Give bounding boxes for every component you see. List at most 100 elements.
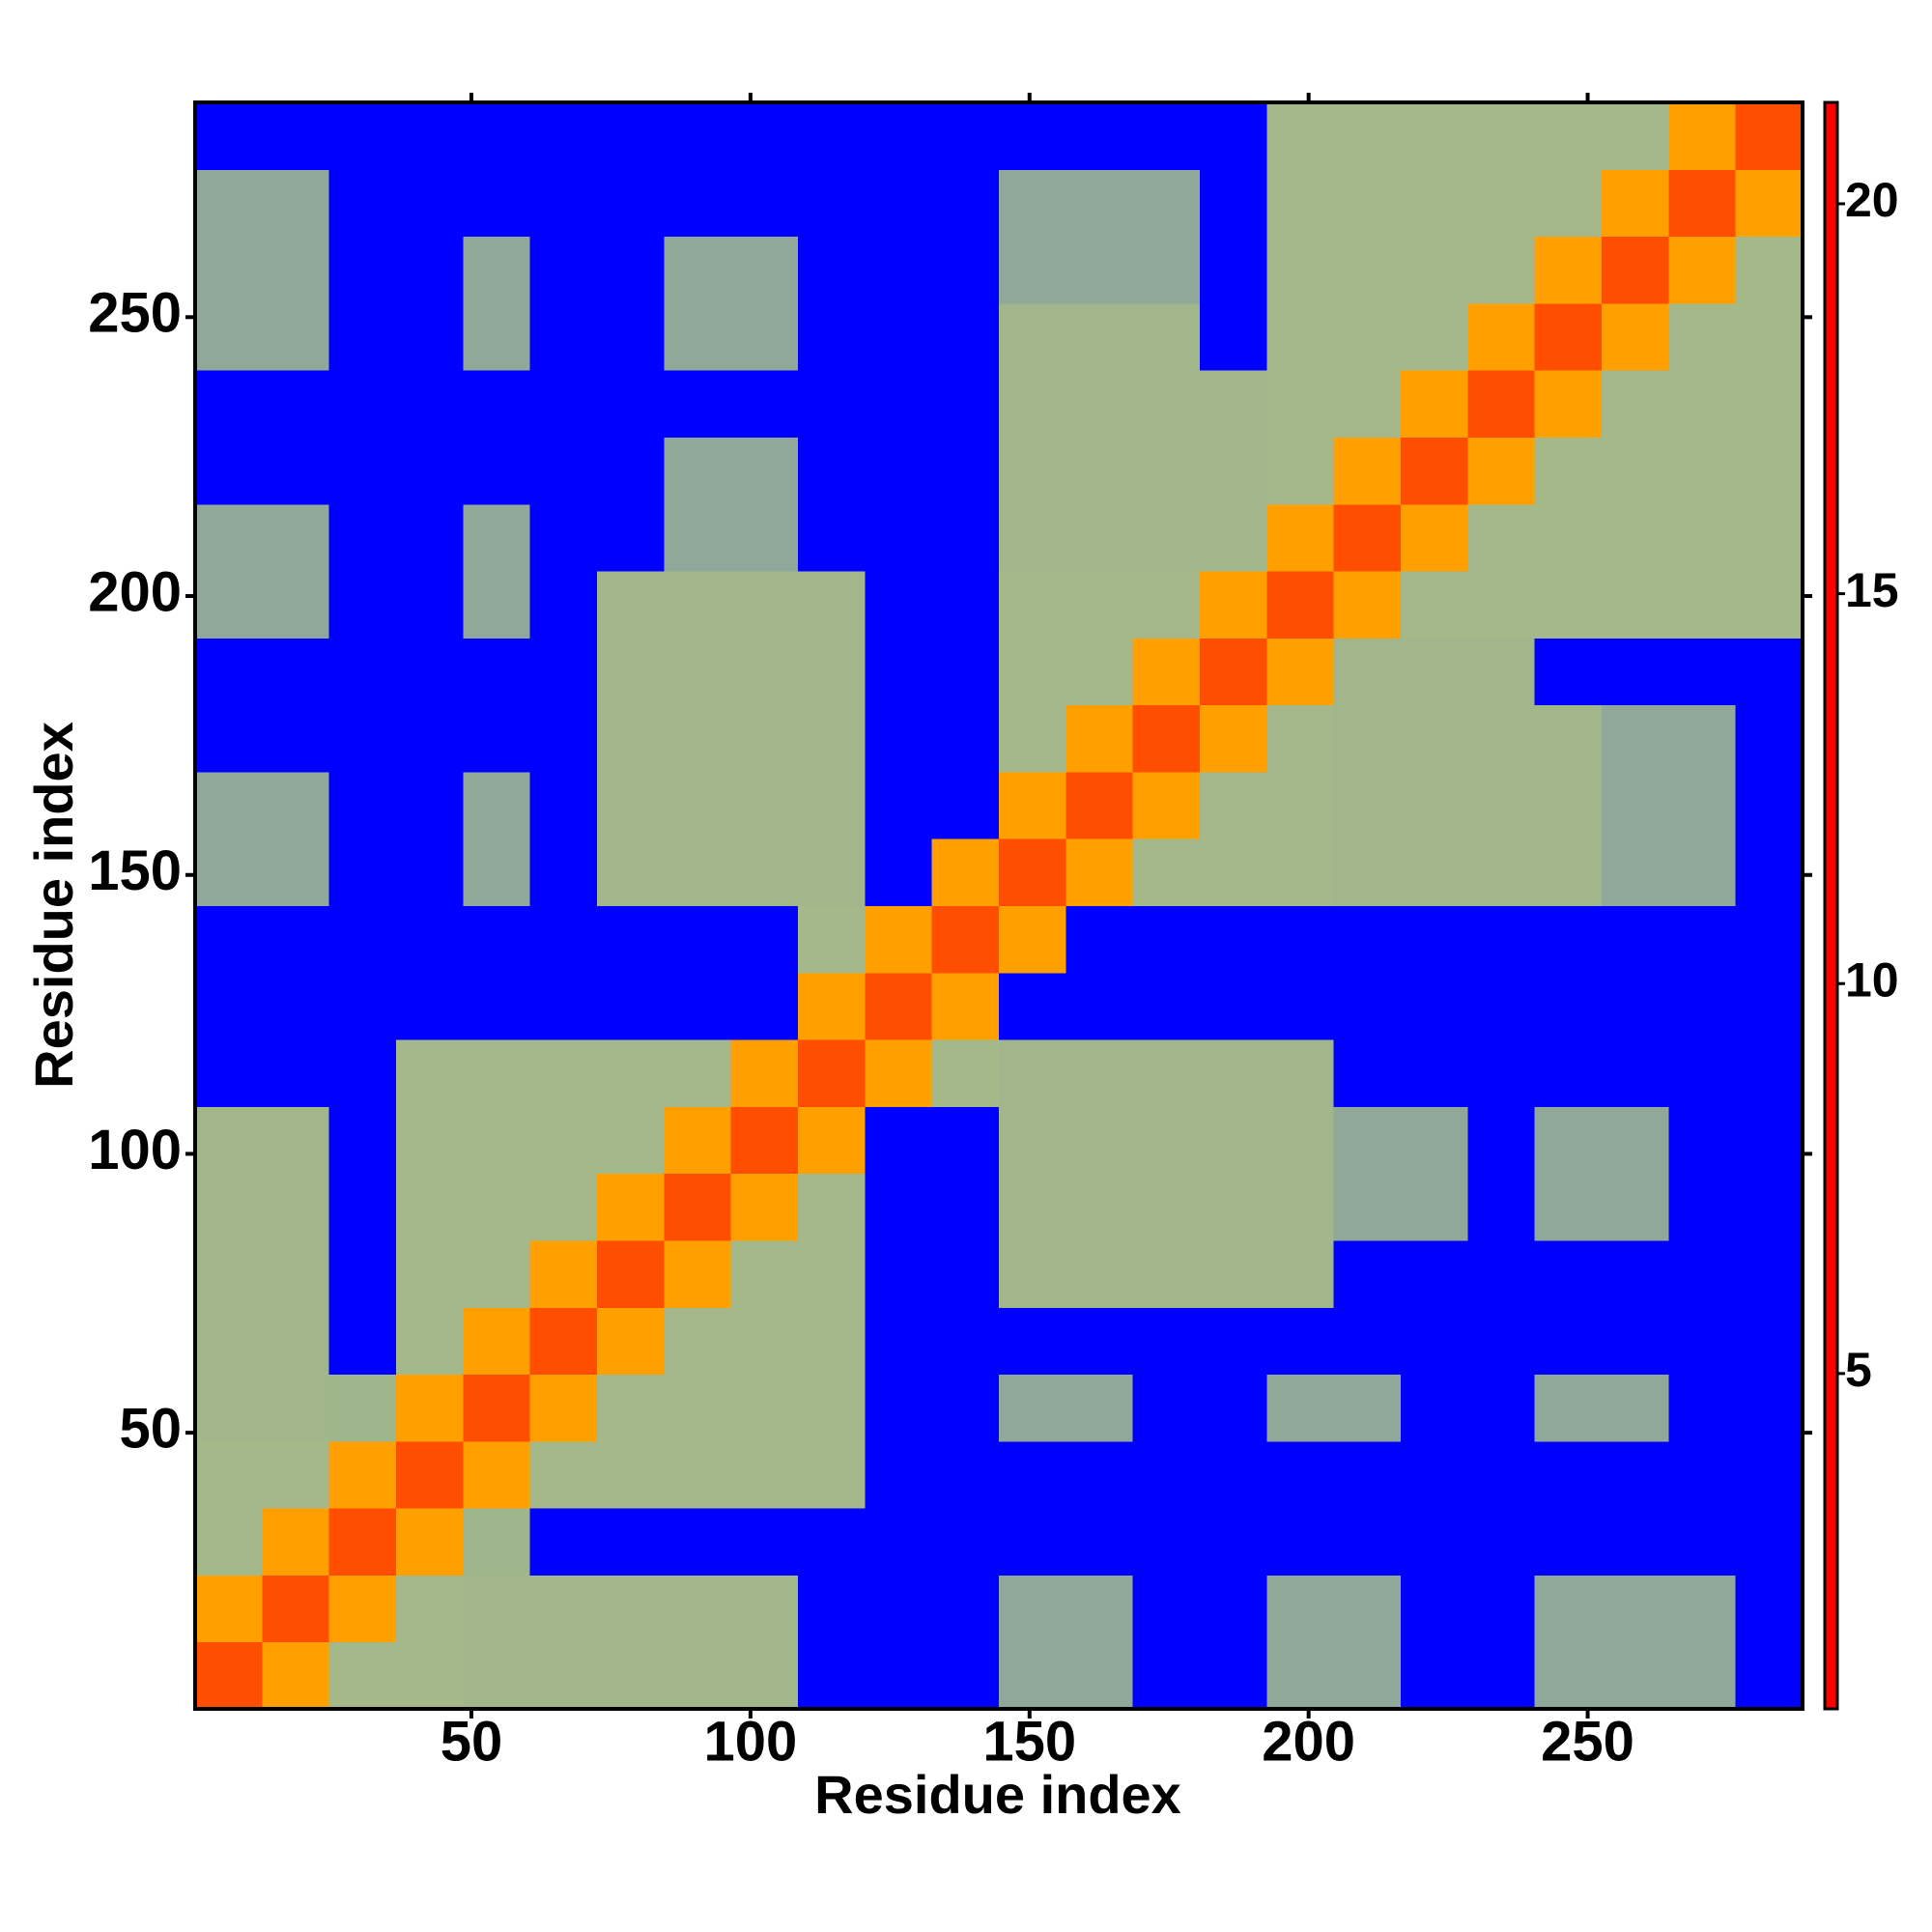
heatmap-cell	[1266, 503, 1335, 572]
heatmap-cell	[262, 704, 330, 773]
heatmap-cell	[1132, 302, 1201, 371]
heatmap-cell	[798, 302, 866, 371]
heatmap-cell	[1333, 102, 1402, 170]
heatmap-cell	[1065, 704, 1134, 773]
heatmap-cell	[597, 1239, 665, 1308]
heatmap-cell	[931, 102, 1000, 170]
heatmap-cell	[1401, 437, 1468, 505]
heatmap-cell	[1534, 1106, 1603, 1175]
heatmap-cell	[328, 1039, 397, 1107]
heatmap-cell	[798, 437, 866, 505]
heatmap-cell	[1266, 638, 1335, 706]
heatmap-cell	[396, 236, 464, 304]
heatmap-cell	[664, 102, 732, 170]
heatmap-cell	[1534, 838, 1603, 906]
heatmap-cell	[1401, 905, 1468, 974]
heatmap-cell	[730, 571, 799, 639]
heatmap-cell	[1401, 1575, 1468, 1643]
heatmap-cell	[1266, 370, 1335, 438]
heatmap-cell	[1668, 1575, 1737, 1643]
heatmap-cell	[865, 704, 933, 773]
heatmap-cell	[529, 1307, 598, 1376]
heatmap-cell	[1602, 370, 1669, 438]
heatmap-cell	[1602, 503, 1669, 572]
heatmap-cell	[1602, 972, 1669, 1040]
heatmap-cell	[730, 1039, 799, 1107]
heatmap-cell	[730, 972, 799, 1040]
heatmap-cell	[1200, 638, 1267, 706]
heatmap-cell	[1467, 1508, 1536, 1576]
heatmap-cell	[1467, 437, 1536, 505]
heatmap-cell	[1401, 704, 1468, 773]
heatmap-cell	[1065, 503, 1134, 572]
heatmap-cell	[1467, 102, 1536, 170]
heatmap-cell	[529, 102, 598, 170]
heatmap-cell	[463, 838, 531, 906]
heatmap-cell	[1735, 1173, 1804, 1241]
heatmap-cell	[529, 838, 598, 906]
heatmap-cell	[328, 503, 397, 572]
heatmap-cell	[1333, 1641, 1402, 1710]
heatmap-cell	[664, 1173, 732, 1241]
heatmap-cell	[529, 638, 598, 706]
heatmap-cell	[195, 1508, 263, 1576]
heatmap-cell	[1668, 638, 1737, 706]
heatmap-cell	[1333, 169, 1402, 238]
heatmap-cell	[328, 1374, 397, 1442]
heatmap-cell	[999, 370, 1066, 438]
heatmap-cell	[262, 838, 330, 906]
heatmap-cell	[1065, 1307, 1134, 1376]
heatmap-cell	[463, 236, 531, 304]
heatmap-cell	[1333, 1173, 1402, 1241]
heatmap-cell	[931, 1307, 1000, 1376]
heatmap-cell	[1602, 1239, 1669, 1308]
heatmap-cell	[1668, 1440, 1737, 1509]
heatmap-cell	[529, 1039, 598, 1107]
heatmap-cell	[1266, 1173, 1335, 1241]
heatmap-cell	[999, 1106, 1066, 1175]
heatmap-cell	[1401, 1239, 1468, 1308]
x-tick-label: 150	[982, 1710, 1076, 1773]
heatmap-cell	[328, 169, 397, 238]
heatmap-cell	[865, 1575, 933, 1643]
heatmap-cell	[1401, 236, 1468, 304]
heatmap-cell	[262, 302, 330, 371]
heatmap-cell	[195, 370, 263, 438]
heatmap-cell	[1200, 102, 1267, 170]
heatmap-cell	[1467, 771, 1536, 839]
heatmap-cell	[798, 1641, 866, 1710]
heatmap-cell	[798, 571, 866, 639]
heatmap-cell	[1534, 1374, 1603, 1442]
heatmap-cell	[999, 1173, 1066, 1241]
heatmap-cell	[1266, 704, 1335, 773]
heatmap-cell	[664, 236, 732, 304]
heatmap-cell	[931, 1575, 1000, 1643]
heatmap-cell	[999, 838, 1066, 906]
heatmap-cell	[1132, 437, 1201, 505]
heatmap-cell	[262, 1374, 330, 1442]
heatmap-cell	[798, 503, 866, 572]
heatmap-cell	[1735, 571, 1804, 639]
heatmap-cell	[1467, 1239, 1536, 1308]
heatmap-cell	[262, 236, 330, 304]
y-tick-label: 200	[88, 560, 182, 623]
heatmap-cell	[1132, 838, 1201, 906]
heatmap-cell	[529, 1440, 598, 1509]
heatmap-cell	[1065, 571, 1134, 639]
heatmap-cell	[798, 169, 866, 238]
heatmap-cell	[1668, 972, 1737, 1040]
heatmap-cell	[597, 704, 665, 773]
heatmap-cell	[1467, 571, 1536, 639]
heatmap-cell	[1266, 1307, 1335, 1376]
heatmap-cell	[396, 302, 464, 371]
heatmap-cell	[865, 771, 933, 839]
heatmap-cell	[730, 1239, 799, 1308]
heatmap-cell	[262, 1440, 330, 1509]
heatmap-cell	[597, 503, 665, 572]
heatmap-cell	[1735, 771, 1804, 839]
heatmap-cell	[328, 838, 397, 906]
heatmap-cell	[1401, 1106, 1468, 1175]
heatmap-cell	[1668, 302, 1737, 371]
heatmap-cell	[1200, 1374, 1267, 1442]
